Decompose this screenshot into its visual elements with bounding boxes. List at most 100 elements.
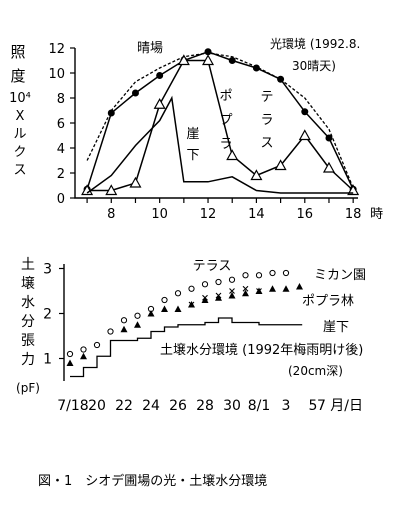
chart2-point	[215, 294, 222, 301]
chart2-y-label: 力	[21, 352, 35, 368]
chart2-y-label: 土	[21, 257, 35, 273]
chart1-y-unit-label: ル	[13, 127, 26, 142]
chart2-label-mikan: ミカン園	[314, 268, 366, 283]
chart1-label-popura: ラ	[219, 137, 232, 152]
chart2-label-terasu: テラス	[193, 259, 232, 274]
chart1-y-unit-label: ス	[13, 163, 26, 178]
chart2-point	[66, 350, 74, 358]
chart2-x-tick-label: 3	[282, 398, 291, 414]
chart2-x-tick-label: 26	[169, 398, 187, 414]
chart1-label-terasu: ラ	[260, 113, 273, 128]
chart1-y-tick-label: 12	[48, 42, 65, 57]
chart2-point	[228, 292, 236, 299]
chart1-y-tick-label: 4	[57, 142, 65, 157]
chart1-point	[129, 176, 142, 188]
chart2-point	[161, 296, 168, 304]
chart2-point	[229, 288, 235, 294]
chart2-y-tick-label: 2	[43, 307, 52, 323]
chart1-point	[226, 149, 239, 161]
chart2-point	[255, 272, 263, 279]
chart1-point	[153, 98, 166, 109]
chart2-point	[269, 285, 276, 292]
chart1-series-line	[86, 52, 354, 189]
chart2-x-tick-label: 24	[142, 398, 160, 414]
chart1-point	[228, 57, 236, 64]
chart2-point	[107, 328, 114, 335]
chart1-y-tick-label: 8	[57, 92, 65, 107]
chart2-y-label: 張	[21, 333, 35, 349]
chart2-label-env1: 土壌水分環境 (1992年梅雨明け後)	[160, 343, 363, 358]
chart1-point	[105, 184, 118, 196]
chart1-y-unit-label: ク	[13, 145, 26, 160]
chart2-point	[120, 325, 128, 333]
chart2-y-label: 壌	[21, 276, 35, 292]
chart2-point	[80, 352, 87, 360]
chart2-point	[174, 305, 182, 312]
chart2-x-tick-label: 7 月/日	[317, 398, 363, 414]
chart1-y-unit-label: X	[16, 109, 25, 124]
chart1-point	[298, 129, 311, 141]
chart1-legend-text: 光環境 (1992.8.	[270, 36, 360, 51]
chart1-label-popura: プ	[219, 113, 232, 128]
chart1-point	[301, 108, 309, 116]
chart1-y-tick-label: 6	[57, 117, 65, 132]
chart2-point	[201, 281, 209, 288]
chart2-x-tick-label: 5	[309, 398, 318, 414]
chart1-y-label: 照	[10, 43, 25, 61]
chart2-point	[242, 272, 249, 279]
chart2-point	[282, 285, 290, 292]
chart2-point	[201, 296, 209, 303]
chart1-legend-text2: 30晴天)	[292, 59, 336, 73]
chart1-label-terasu: ス	[260, 136, 273, 151]
chart1-point	[156, 72, 164, 79]
chart1-label-hareba: 晴場	[137, 41, 163, 56]
chart1-point	[250, 169, 263, 181]
chart2-point	[134, 312, 141, 319]
chart1-label-gaika: 崖	[186, 127, 199, 142]
chart2-y-label: 分	[21, 314, 35, 330]
chart2-point	[147, 310, 155, 317]
chart2-x-tick-label: 28	[196, 398, 214, 414]
chart1-point	[204, 48, 212, 56]
chart2-series-line	[70, 317, 303, 378]
chart2-x-tick-label: 30	[223, 398, 241, 414]
chart1-y-tick-label: 10	[48, 67, 65, 82]
chart2-label-popura: ポプラ林	[302, 294, 354, 309]
chart1-x-tick-label: 14	[248, 207, 265, 222]
chart1-x-tick-label: 12	[200, 207, 217, 222]
chart2-point	[242, 285, 249, 292]
chart1-label-gaika: 下	[186, 148, 199, 163]
chart2-x-tick-label: 22	[115, 398, 133, 414]
chart2-point	[296, 283, 303, 290]
chart1-point	[322, 161, 335, 173]
chart1-point	[81, 184, 94, 196]
chart2-point	[120, 317, 128, 324]
chart1-series-line	[86, 95, 354, 194]
chart2-y-label: 水	[21, 295, 35, 311]
chart2-point	[269, 269, 276, 277]
chart1-x-tick-label: 8	[107, 207, 115, 222]
chart2-point	[66, 359, 74, 366]
chart2-x-tick-label: 20	[88, 398, 106, 414]
chart2-point	[228, 276, 236, 283]
chart1-x-tick-label: 18	[345, 207, 362, 222]
chart1-label-terasu: テ	[260, 90, 273, 105]
chart2-point	[188, 301, 195, 308]
chart2-x-tick-label: 7/18	[57, 398, 88, 414]
chart1-y-unit-label: 10⁴	[9, 91, 31, 106]
chart2-point	[80, 346, 87, 353]
chart1-point	[131, 89, 139, 97]
chart1-point	[202, 54, 215, 66]
chart1-x-tick-label: 10	[151, 207, 168, 222]
figure-caption: 図・1 シオデ圃場の光・土壌水分環境	[38, 474, 268, 489]
chart2-point	[174, 290, 182, 297]
chart2-point	[282, 269, 290, 277]
chart1-point	[325, 134, 333, 142]
chart2-point	[215, 278, 222, 286]
chart2-y-tick-label: 1	[43, 352, 52, 368]
chart1-point	[274, 159, 287, 171]
chart1-point	[177, 54, 190, 66]
chart1-point	[277, 75, 285, 83]
chart2-point	[242, 289, 249, 297]
chart2-x-tick-label: 8/1	[248, 398, 271, 414]
